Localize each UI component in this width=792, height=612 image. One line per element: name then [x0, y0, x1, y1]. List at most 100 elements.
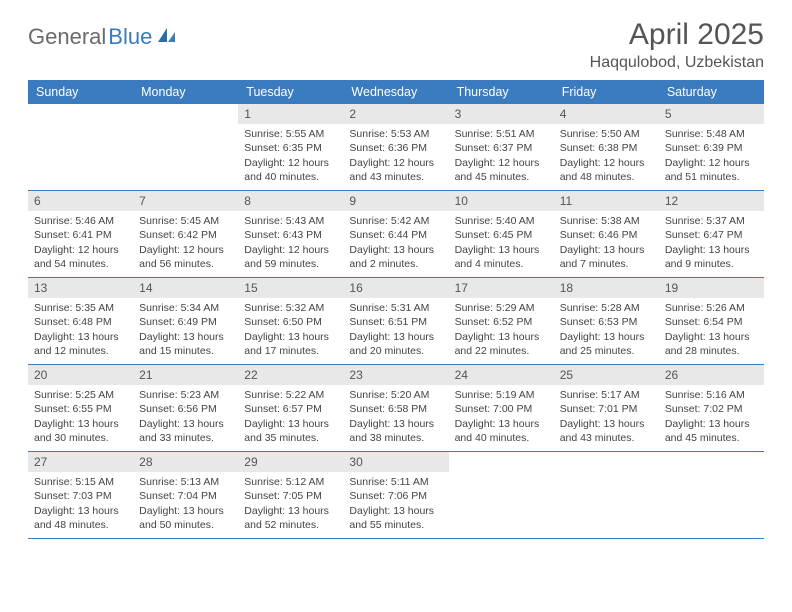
day-cell: 27Sunrise: 5:15 AMSunset: 7:03 PMDayligh…: [28, 452, 133, 538]
day-body: Sunrise: 5:13 AMSunset: 7:04 PMDaylight:…: [133, 472, 238, 536]
day-number: 6: [28, 191, 133, 211]
sunset-text: Sunset: 6:45 PM: [455, 228, 548, 242]
daylight-text: Daylight: 12 hours and 59 minutes.: [244, 243, 337, 271]
daylight-text: Daylight: 13 hours and 30 minutes.: [34, 417, 127, 445]
day-cell: 6Sunrise: 5:46 AMSunset: 6:41 PMDaylight…: [28, 191, 133, 277]
sunset-text: Sunset: 7:00 PM: [455, 402, 548, 416]
day-cell: 21Sunrise: 5:23 AMSunset: 6:56 PMDayligh…: [133, 365, 238, 451]
daylight-text: Daylight: 12 hours and 43 minutes.: [349, 156, 442, 184]
day-body: Sunrise: 5:48 AMSunset: 6:39 PMDaylight:…: [659, 124, 764, 188]
sunrise-text: Sunrise: 5:35 AM: [34, 301, 127, 315]
sunrise-text: Sunrise: 5:40 AM: [455, 214, 548, 228]
day-body: Sunrise: 5:55 AMSunset: 6:35 PMDaylight:…: [238, 124, 343, 188]
day-cell: [133, 104, 238, 190]
weekday-thursday: Thursday: [449, 80, 554, 104]
sunset-text: Sunset: 6:43 PM: [244, 228, 337, 242]
day-cell: 4Sunrise: 5:50 AMSunset: 6:38 PMDaylight…: [554, 104, 659, 190]
logo: GeneralBlue: [28, 24, 178, 50]
day-number: 25: [554, 365, 659, 385]
day-body: Sunrise: 5:37 AMSunset: 6:47 PMDaylight:…: [659, 211, 764, 275]
day-number: 28: [133, 452, 238, 472]
day-number: 5: [659, 104, 764, 124]
sunrise-text: Sunrise: 5:25 AM: [34, 388, 127, 402]
sunrise-text: Sunrise: 5:26 AM: [665, 301, 758, 315]
sunrise-text: Sunrise: 5:55 AM: [244, 127, 337, 141]
day-number: 11: [554, 191, 659, 211]
weekday-sunday: Sunday: [28, 80, 133, 104]
day-cell: 26Sunrise: 5:16 AMSunset: 7:02 PMDayligh…: [659, 365, 764, 451]
sunrise-text: Sunrise: 5:53 AM: [349, 127, 442, 141]
daylight-text: Daylight: 13 hours and 12 minutes.: [34, 330, 127, 358]
day-body: Sunrise: 5:25 AMSunset: 6:55 PMDaylight:…: [28, 385, 133, 449]
day-body: Sunrise: 5:31 AMSunset: 6:51 PMDaylight:…: [343, 298, 448, 362]
day-number: 22: [238, 365, 343, 385]
day-number: 4: [554, 104, 659, 124]
weekday-saturday: Saturday: [659, 80, 764, 104]
day-number: 26: [659, 365, 764, 385]
daylight-text: Daylight: 13 hours and 33 minutes.: [139, 417, 232, 445]
daylight-text: Daylight: 13 hours and 15 minutes.: [139, 330, 232, 358]
day-body: Sunrise: 5:22 AMSunset: 6:57 PMDaylight:…: [238, 385, 343, 449]
sunset-text: Sunset: 6:58 PM: [349, 402, 442, 416]
day-body: Sunrise: 5:42 AMSunset: 6:44 PMDaylight:…: [343, 211, 448, 275]
sunrise-text: Sunrise: 5:17 AM: [560, 388, 653, 402]
day-cell: 30Sunrise: 5:11 AMSunset: 7:06 PMDayligh…: [343, 452, 448, 538]
sunset-text: Sunset: 7:04 PM: [139, 489, 232, 503]
sunrise-text: Sunrise: 5:48 AM: [665, 127, 758, 141]
day-cell: 16Sunrise: 5:31 AMSunset: 6:51 PMDayligh…: [343, 278, 448, 364]
daylight-text: Daylight: 13 hours and 9 minutes.: [665, 243, 758, 271]
sunrise-text: Sunrise: 5:28 AM: [560, 301, 653, 315]
daylight-text: Daylight: 13 hours and 25 minutes.: [560, 330, 653, 358]
daylight-text: Daylight: 12 hours and 48 minutes.: [560, 156, 653, 184]
day-cell: 29Sunrise: 5:12 AMSunset: 7:05 PMDayligh…: [238, 452, 343, 538]
weekday-friday: Friday: [554, 80, 659, 104]
day-number: 7: [133, 191, 238, 211]
day-cell: 3Sunrise: 5:51 AMSunset: 6:37 PMDaylight…: [449, 104, 554, 190]
weekday-monday: Monday: [133, 80, 238, 104]
day-body: Sunrise: 5:11 AMSunset: 7:06 PMDaylight:…: [343, 472, 448, 536]
daylight-text: Daylight: 13 hours and 4 minutes.: [455, 243, 548, 271]
day-number: 3: [449, 104, 554, 124]
sunrise-text: Sunrise: 5:29 AM: [455, 301, 548, 315]
logo-text-1: General: [28, 24, 106, 50]
day-body: Sunrise: 5:26 AMSunset: 6:54 PMDaylight:…: [659, 298, 764, 362]
daylight-text: Daylight: 12 hours and 51 minutes.: [665, 156, 758, 184]
day-cell: 1Sunrise: 5:55 AMSunset: 6:35 PMDaylight…: [238, 104, 343, 190]
sunrise-text: Sunrise: 5:20 AM: [349, 388, 442, 402]
day-cell: 14Sunrise: 5:34 AMSunset: 6:49 PMDayligh…: [133, 278, 238, 364]
sunrise-text: Sunrise: 5:22 AM: [244, 388, 337, 402]
day-cell: 9Sunrise: 5:42 AMSunset: 6:44 PMDaylight…: [343, 191, 448, 277]
daylight-text: Daylight: 13 hours and 17 minutes.: [244, 330, 337, 358]
sunset-text: Sunset: 6:46 PM: [560, 228, 653, 242]
day-body: Sunrise: 5:34 AMSunset: 6:49 PMDaylight:…: [133, 298, 238, 362]
day-body: Sunrise: 5:38 AMSunset: 6:46 PMDaylight:…: [554, 211, 659, 275]
weeks-container: 1Sunrise: 5:55 AMSunset: 6:35 PMDaylight…: [28, 104, 764, 539]
sunrise-text: Sunrise: 5:12 AM: [244, 475, 337, 489]
day-number: 15: [238, 278, 343, 298]
day-number: 21: [133, 365, 238, 385]
day-body: Sunrise: 5:15 AMSunset: 7:03 PMDaylight:…: [28, 472, 133, 536]
sunrise-text: Sunrise: 5:50 AM: [560, 127, 653, 141]
sunset-text: Sunset: 7:06 PM: [349, 489, 442, 503]
sunrise-text: Sunrise: 5:42 AM: [349, 214, 442, 228]
day-body: Sunrise: 5:16 AMSunset: 7:02 PMDaylight:…: [659, 385, 764, 449]
day-number: 20: [28, 365, 133, 385]
daylight-text: Daylight: 12 hours and 56 minutes.: [139, 243, 232, 271]
day-body: Sunrise: 5:17 AMSunset: 7:01 PMDaylight:…: [554, 385, 659, 449]
day-body: Sunrise: 5:29 AMSunset: 6:52 PMDaylight:…: [449, 298, 554, 362]
sunset-text: Sunset: 6:42 PM: [139, 228, 232, 242]
sunrise-text: Sunrise: 5:32 AM: [244, 301, 337, 315]
sunrise-text: Sunrise: 5:37 AM: [665, 214, 758, 228]
daylight-text: Daylight: 13 hours and 52 minutes.: [244, 504, 337, 532]
day-number: 9: [343, 191, 448, 211]
day-body: Sunrise: 5:43 AMSunset: 6:43 PMDaylight:…: [238, 211, 343, 275]
sunrise-text: Sunrise: 5:11 AM: [349, 475, 442, 489]
daylight-text: Daylight: 13 hours and 35 minutes.: [244, 417, 337, 445]
day-body: Sunrise: 5:12 AMSunset: 7:05 PMDaylight:…: [238, 472, 343, 536]
sunset-text: Sunset: 6:49 PM: [139, 315, 232, 329]
sunset-text: Sunset: 6:53 PM: [560, 315, 653, 329]
day-cell: [554, 452, 659, 538]
day-number: 8: [238, 191, 343, 211]
week-row: 20Sunrise: 5:25 AMSunset: 6:55 PMDayligh…: [28, 365, 764, 452]
day-body: Sunrise: 5:28 AMSunset: 6:53 PMDaylight:…: [554, 298, 659, 362]
